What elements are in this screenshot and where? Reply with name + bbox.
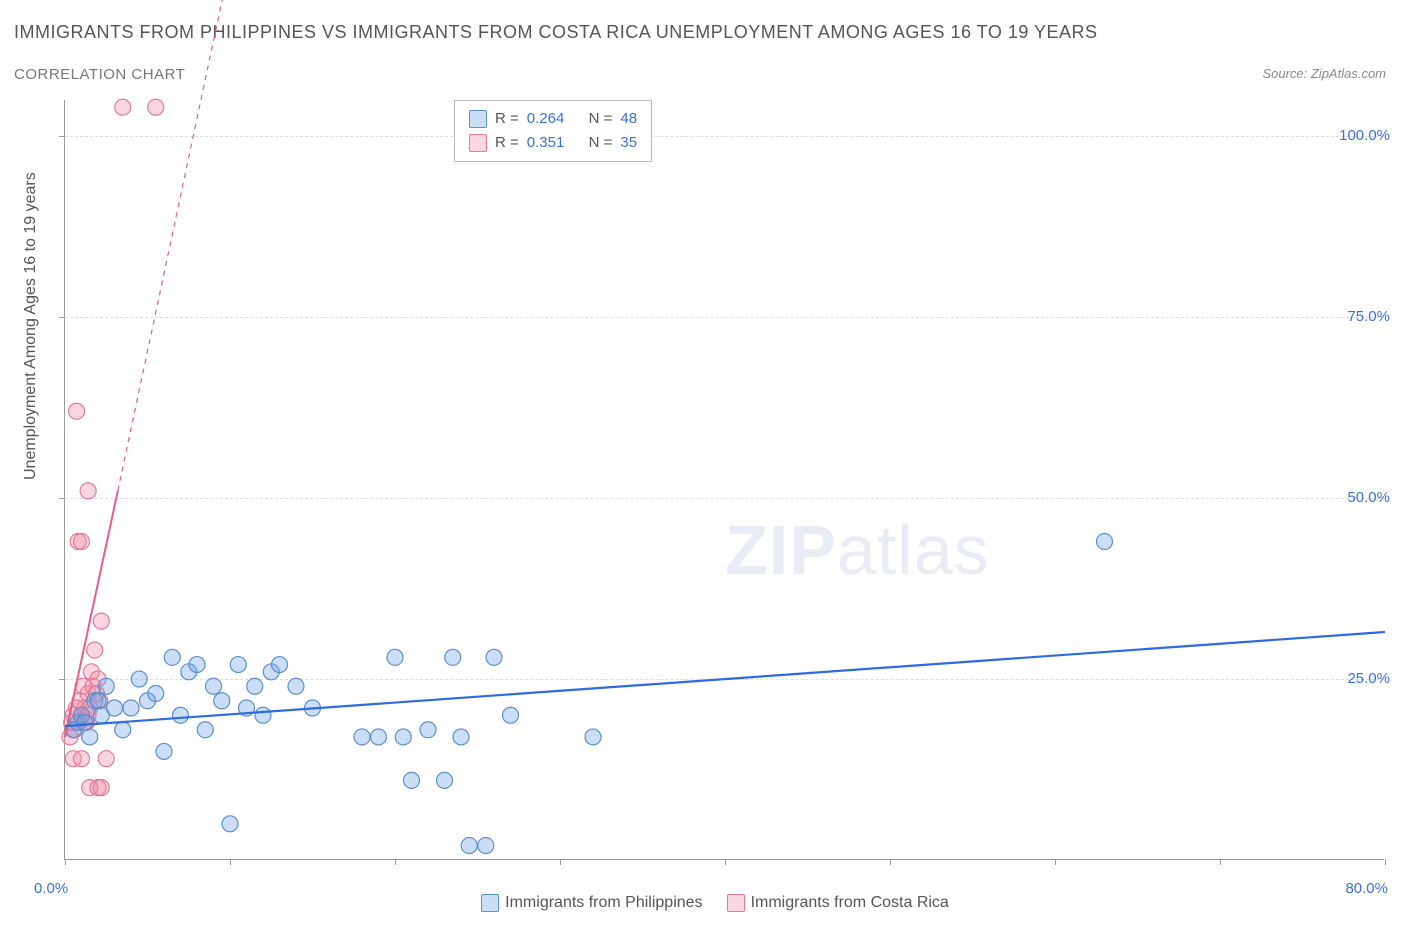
x-tick xyxy=(230,859,231,865)
data-point xyxy=(131,671,147,687)
data-point xyxy=(115,99,131,115)
data-point xyxy=(173,707,189,723)
stat-r-label: R = xyxy=(495,131,519,155)
legend-swatch xyxy=(469,134,487,152)
data-point xyxy=(214,693,230,709)
legend-label: Immigrants from Philippines xyxy=(505,894,702,911)
data-point xyxy=(189,657,205,673)
x-tick xyxy=(1385,859,1386,865)
data-point xyxy=(255,707,271,723)
x-tick xyxy=(725,859,726,865)
legend-swatch xyxy=(469,110,487,128)
data-point xyxy=(354,729,370,745)
data-point xyxy=(420,722,436,738)
chart-title: IMMIGRANTS FROM PHILIPPINES VS IMMIGRANT… xyxy=(14,22,1098,43)
data-point xyxy=(107,700,123,716)
data-point xyxy=(230,657,246,673)
data-point xyxy=(222,816,238,832)
trend-line xyxy=(65,632,1385,726)
data-point xyxy=(164,649,180,665)
legend-swatch xyxy=(481,894,499,912)
data-point xyxy=(288,678,304,694)
data-point xyxy=(74,534,90,550)
data-point xyxy=(461,838,477,854)
stat-n-value: 48 xyxy=(620,107,637,131)
data-point xyxy=(206,678,222,694)
data-point xyxy=(148,686,164,702)
y-axis-label: Unemployment Among Ages 16 to 19 years xyxy=(22,172,40,480)
x-tick-label: 80.0% xyxy=(1345,880,1388,897)
data-point xyxy=(87,642,103,658)
data-point xyxy=(486,649,502,665)
data-point xyxy=(478,838,494,854)
stat-r-value: 0.264 xyxy=(527,107,565,131)
bottom-legend: Immigrants from Philippines Immigrants fr… xyxy=(0,894,1406,912)
chart-plot-area: ZIPatlas xyxy=(64,100,1384,860)
legend-stats-row: R = 0.351 N = 35 xyxy=(469,131,637,155)
data-point xyxy=(74,751,90,767)
x-tick xyxy=(890,859,891,865)
stat-n-value: 35 xyxy=(620,131,637,155)
data-point xyxy=(437,772,453,788)
data-point xyxy=(272,657,288,673)
data-point xyxy=(82,729,98,745)
data-point xyxy=(98,751,114,767)
stat-r-value: 0.351 xyxy=(527,131,565,155)
x-tick-label: 0.0% xyxy=(34,880,68,897)
data-point xyxy=(115,722,131,738)
data-point xyxy=(585,729,601,745)
data-point xyxy=(156,743,172,759)
data-point xyxy=(77,714,93,730)
data-point xyxy=(90,693,106,709)
data-point xyxy=(93,613,109,629)
chart-subtitle: CORRELATION CHART xyxy=(14,66,185,83)
data-point xyxy=(395,729,411,745)
data-point xyxy=(445,649,461,665)
x-tick xyxy=(560,859,561,865)
data-point xyxy=(197,722,213,738)
data-point xyxy=(404,772,420,788)
source-attribution: Source: ZipAtlas.com xyxy=(1262,66,1386,81)
x-tick xyxy=(1220,859,1221,865)
data-point xyxy=(371,729,387,745)
data-point xyxy=(453,729,469,745)
data-point xyxy=(148,99,164,115)
data-point xyxy=(387,649,403,665)
data-point xyxy=(123,700,139,716)
scatter-plot-svg xyxy=(65,100,1384,859)
data-point xyxy=(98,678,114,694)
stat-n-label: N = xyxy=(589,131,613,155)
legend-stats-row: R = 0.264 N = 48 xyxy=(469,107,637,131)
stat-r-label: R = xyxy=(495,107,519,131)
data-point xyxy=(93,780,109,796)
data-point xyxy=(503,707,519,723)
x-tick xyxy=(395,859,396,865)
x-tick xyxy=(1055,859,1056,865)
x-tick xyxy=(65,859,66,865)
stat-n-label: N = xyxy=(589,107,613,131)
data-point xyxy=(247,678,263,694)
legend-swatch xyxy=(727,894,745,912)
legend-stats-box: R = 0.264 N = 48 R = 0.351 N = 35 xyxy=(454,100,652,162)
data-point xyxy=(80,483,96,499)
legend-label: Immigrants from Costa Rica xyxy=(751,894,949,911)
data-point xyxy=(69,403,85,419)
data-point xyxy=(1097,534,1113,550)
